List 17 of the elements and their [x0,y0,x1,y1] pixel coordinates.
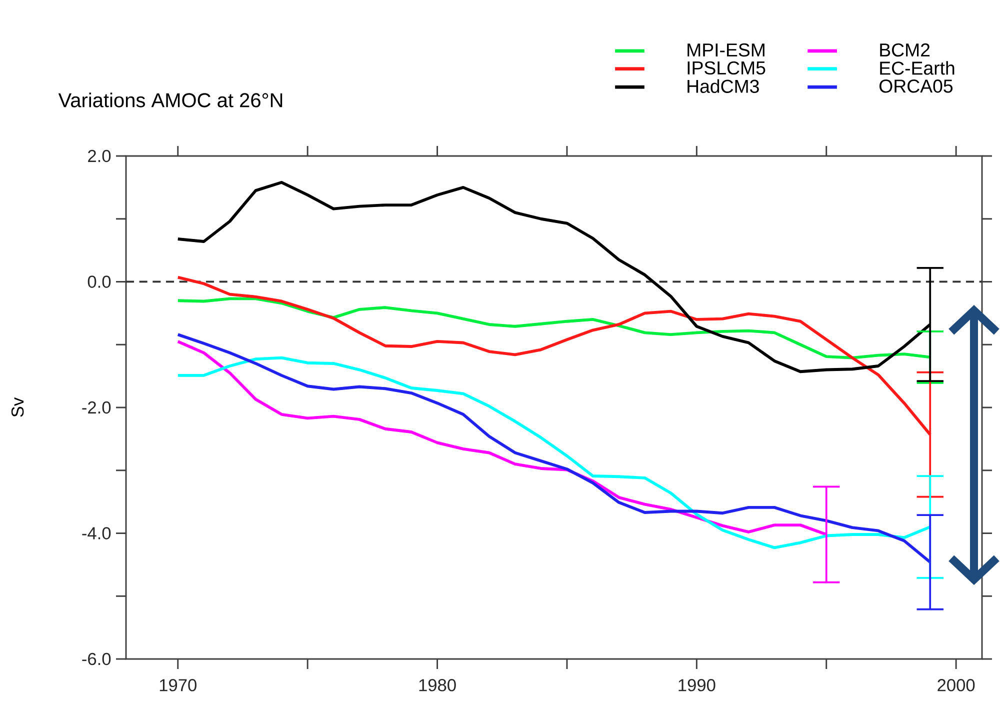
x-tick-label: 1990 [678,679,716,692]
legend-label: HadCM3 [688,79,759,93]
y-axis-title: Sv [11,397,24,417]
legend-label: BCM2 [880,43,930,57]
x-tick-label: 1980 [419,679,456,692]
x-tick-label: 2000 [938,679,975,692]
legend-label: ORCA05 [879,80,953,93]
legend-label: EC-Earth [880,61,954,75]
y-tick-label: -6.0 [82,652,111,666]
y-tick-label: 2.0 [88,150,111,162]
y-tick-label: -2.0 [82,401,111,414]
legend-label: MPI-ESM [688,43,764,57]
y-tick-label: 0.0 [88,276,111,288]
y-tick-label: -4.0 [82,527,111,540]
x-tick-label: 1970 [160,679,196,692]
chart-title: Variations AMOC at 26°N [58,92,282,108]
legend-label: IPSLCM5 [688,61,766,75]
